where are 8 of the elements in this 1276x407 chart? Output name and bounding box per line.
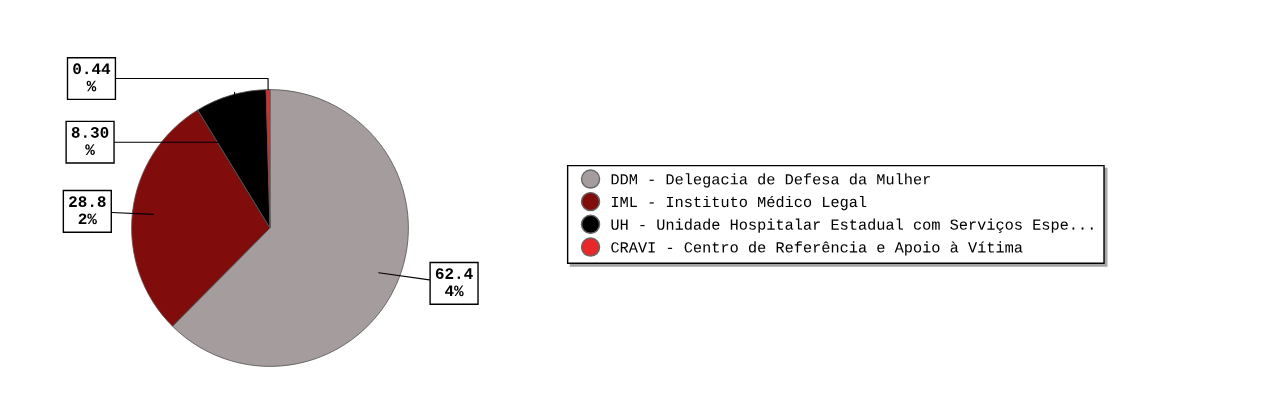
legend-label: IML - Instituto Médico Legal (611, 195, 867, 211)
legend-label: CRAVI - Centro de Referência e Apoio à Vítima (611, 241, 1023, 256)
data-label: 0.44% (73, 63, 111, 92)
legend-label: UH - Unidade Hospitalar Estadual com Serviços Espe... (611, 218, 1093, 233)
data-label: 28.82% (69, 196, 106, 225)
legend-label: DDM - Delegacia de Defesa da Mulher (611, 173, 930, 188)
data-label: 8.30% (71, 127, 109, 156)
data-label: 62.44% (435, 268, 473, 297)
